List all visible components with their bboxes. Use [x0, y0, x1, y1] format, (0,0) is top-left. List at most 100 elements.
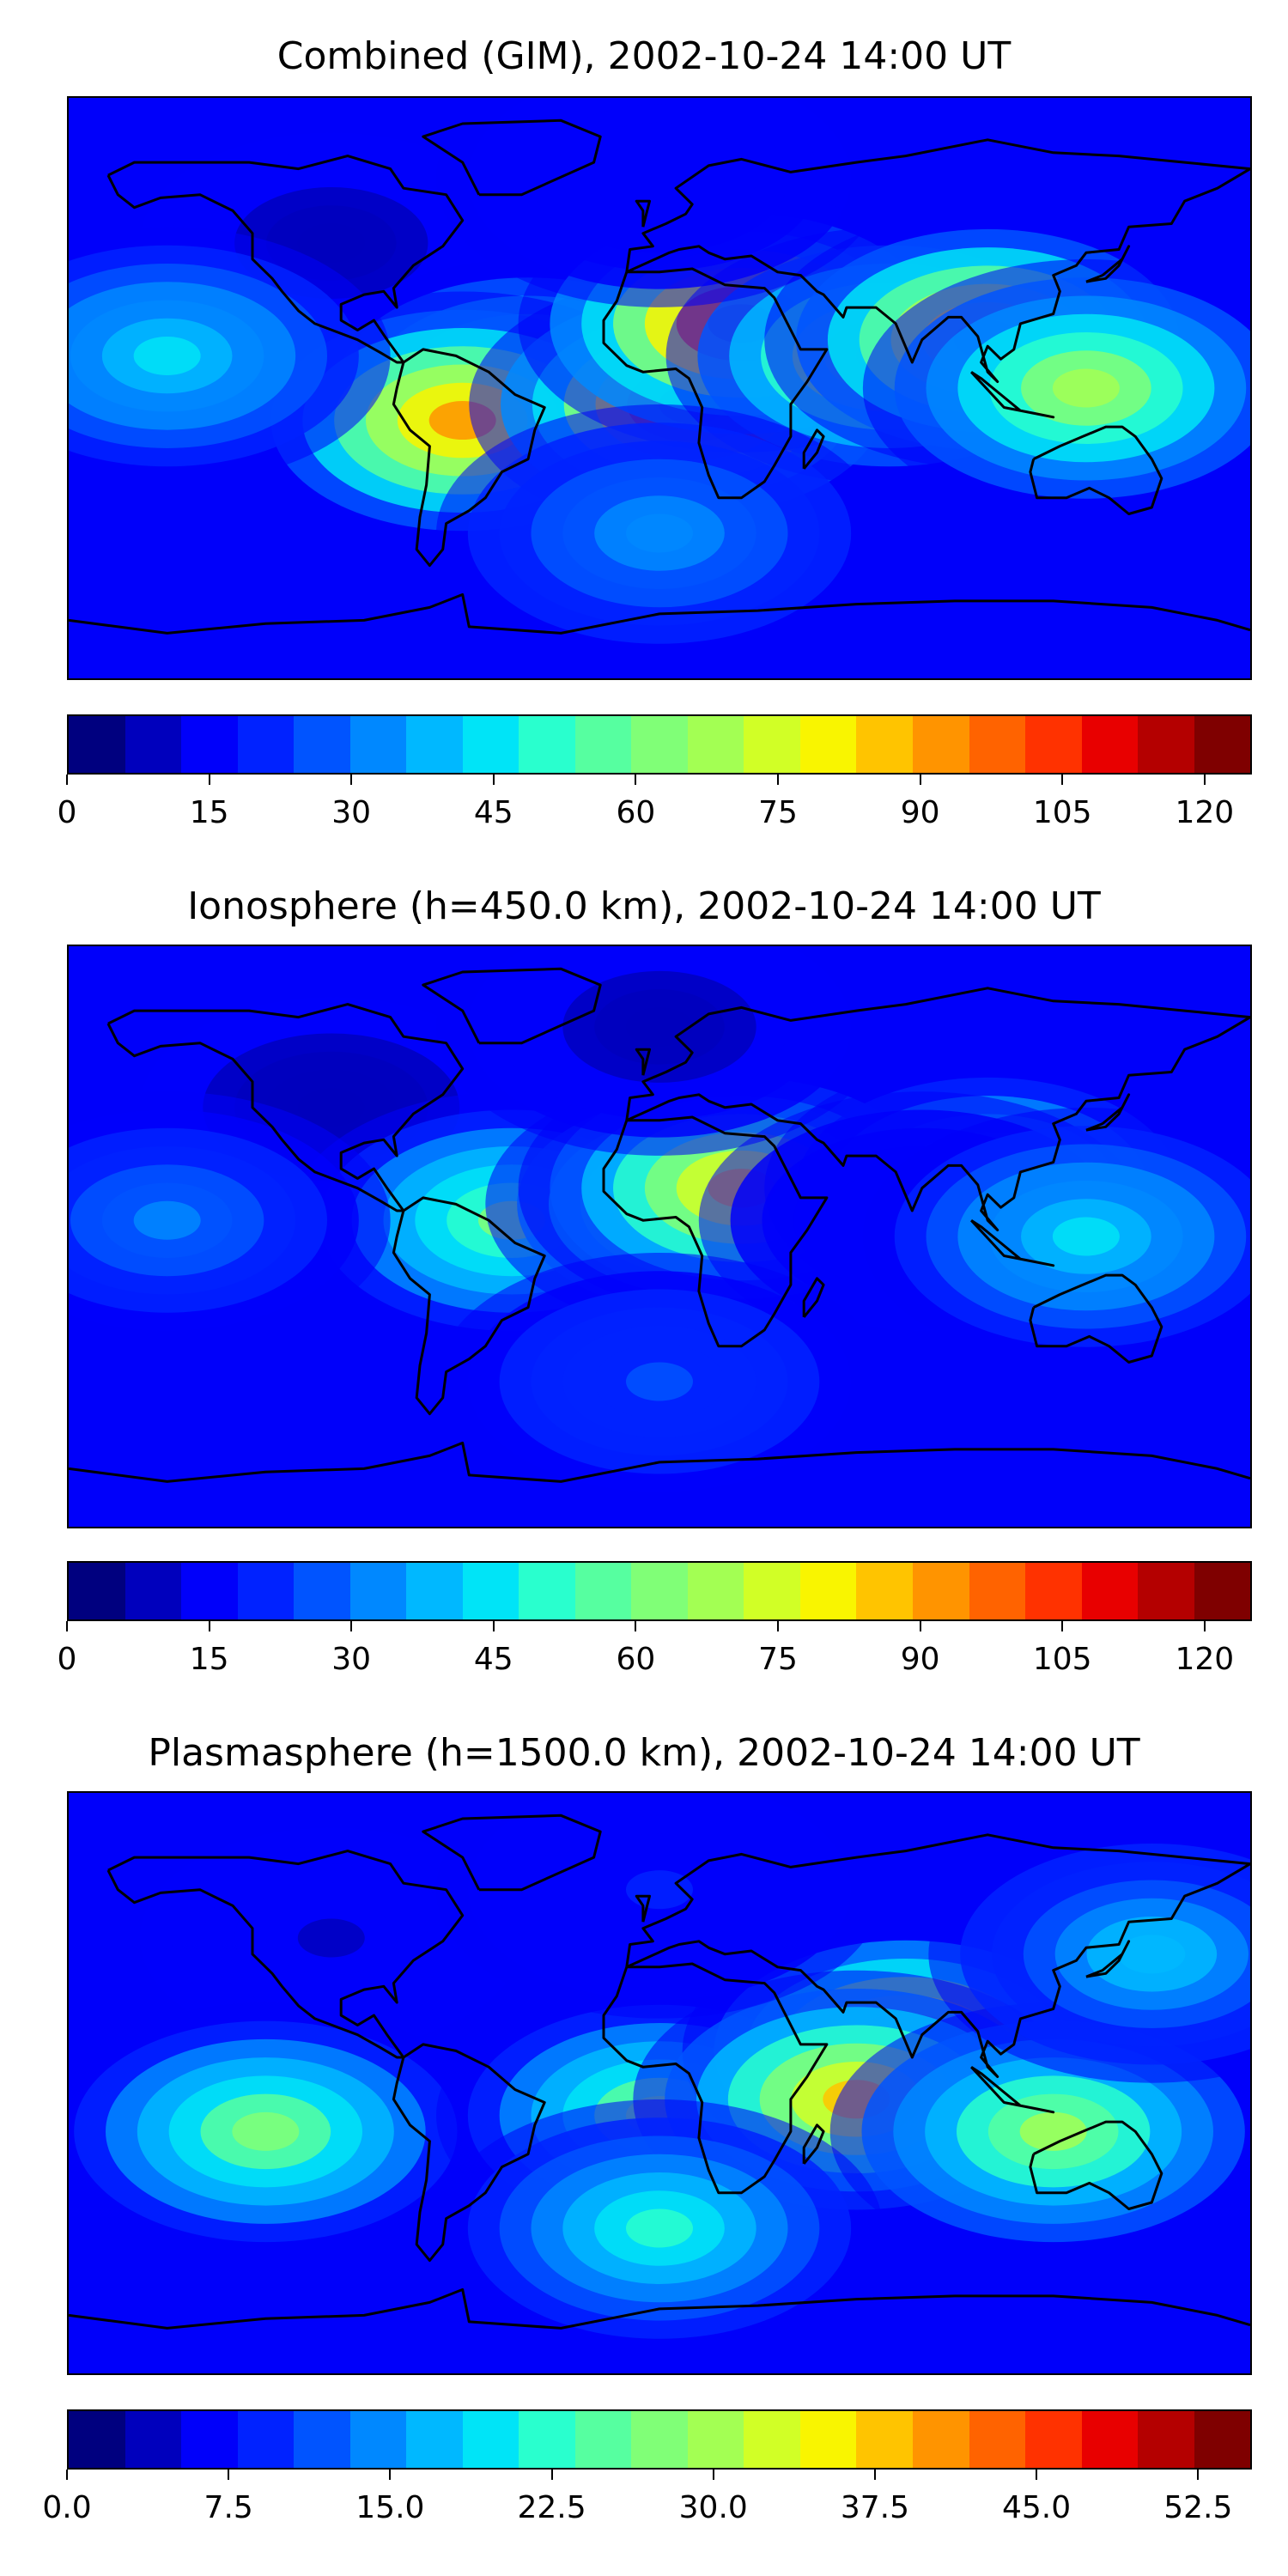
- colorbar-tick-label: 105: [1032, 1642, 1092, 1677]
- tec-anomaly: [436, 946, 883, 1156]
- colorbar-tick: [350, 775, 353, 785]
- colorbar-tick: [228, 2470, 230, 2480]
- colorbar-segment: [1025, 716, 1082, 773]
- tec-contour-band: [232, 2111, 300, 2151]
- coastline: [802, 1277, 825, 1318]
- colorbar-segment: [969, 2411, 1026, 2468]
- colorbar-tick-label: 75: [758, 1642, 798, 1677]
- colorbar-segment: [856, 716, 913, 773]
- tec-anomaly: [69, 2002, 489, 2261]
- colorbar-segment: [1025, 1563, 1082, 1619]
- colorbar-tick: [66, 1621, 68, 1631]
- colorbar-segment: [799, 2411, 857, 2468]
- colorbar-tick-label: 90: [900, 1642, 940, 1677]
- tec-contour-band: [297, 1918, 365, 1958]
- coastline: [635, 199, 651, 228]
- colorbar-tick-label: 0: [57, 1642, 77, 1677]
- panel-title: Combined (GIM), 2002-10-24 14:00 UT: [276, 34, 1012, 78]
- coastline: [1085, 1940, 1131, 1978]
- coastline: [69, 1441, 1250, 1483]
- colorbar-segment: [1025, 2411, 1082, 2468]
- colorbar-segment: [1138, 1563, 1194, 1619]
- colorbar-tick-label: 0: [57, 795, 77, 830]
- colorbar-segment: [574, 716, 632, 773]
- colorbar-segment: [799, 716, 857, 773]
- tec-anomaly: [436, 98, 883, 307]
- coastline: [802, 428, 825, 470]
- colorbar-tick-label: 30: [331, 1642, 372, 1677]
- colorbar-segment: [519, 2411, 575, 2468]
- colorbar-tick: [1197, 2470, 1200, 2480]
- colorbar-segment: [687, 716, 744, 773]
- coastline: [802, 2123, 825, 2165]
- colorbar-segment: [349, 1563, 407, 1619]
- colorbar-segment: [125, 1563, 182, 1619]
- tec-anomaly: [862, 1108, 1250, 1365]
- colorbar-tick-label: 45: [473, 1642, 513, 1677]
- colorbar-segment: [856, 1563, 913, 1619]
- colorbar-segment: [799, 1563, 857, 1619]
- colorbar-tick-label: 15: [189, 795, 229, 830]
- map: [67, 96, 1252, 680]
- colorbar-segment: [294, 1563, 350, 1619]
- colorbar-segment: [69, 1563, 125, 1619]
- colorbar-segment: [181, 2411, 238, 2468]
- colorbar-segment: [349, 2411, 407, 2468]
- tec-contour-band: [1019, 2111, 1087, 2151]
- coastlines: [69, 967, 1250, 1483]
- colorbar-segment: [294, 2411, 350, 2468]
- colorbar-segment: [1138, 716, 1194, 773]
- colorbar: [67, 1561, 1252, 1621]
- colorbar-tick: [919, 775, 921, 785]
- coastline: [625, 1833, 1250, 2078]
- tec-contour-band: [626, 1870, 693, 1910]
- colorbar-segment: [69, 2411, 125, 2468]
- colorbar-tick: [208, 1621, 210, 1631]
- coastline: [969, 370, 1055, 419]
- colorbar-tick: [350, 1621, 353, 1631]
- coastline: [969, 2065, 1055, 2114]
- panel-title: Ionosphere (h=450.0 km), 2002-10-24 14:0…: [187, 884, 1101, 928]
- tec-contour-band: [133, 1200, 201, 1240]
- colorbar-segment: [969, 716, 1026, 773]
- colorbar-segment: [574, 2411, 632, 2468]
- colorbar-tick: [208, 775, 210, 785]
- coastline: [392, 1196, 546, 1416]
- colorbar-segment: [1194, 716, 1250, 773]
- colorbar-tick-label: 30.0: [678, 2490, 748, 2525]
- coastline: [69, 2287, 1250, 2330]
- colorbar-tick: [873, 2470, 876, 2480]
- colorbar-tick: [492, 775, 495, 785]
- colorbar-tick-label: 105: [1032, 795, 1092, 830]
- colorbar-tick-label: 75: [758, 795, 798, 830]
- colorbar-ticks: 0.0 7.5 15.0 22.5 30.0 37.5 45.0 52.5: [42, 2470, 1252, 2525]
- colorbar-segment: [1194, 1563, 1250, 1619]
- tec-anomaly: [928, 1825, 1250, 2083]
- tec-map-canvas: [69, 1793, 1250, 2373]
- colorbar-segment: [462, 2411, 519, 2468]
- coastline: [969, 1218, 1055, 1267]
- colorbar-tick-label: 22.5: [517, 2490, 586, 2525]
- tec-anomaly: [436, 1253, 883, 1510]
- colorbar-segment: [237, 1563, 295, 1619]
- colorbar: [67, 2409, 1252, 2470]
- colorbar-tick: [389, 2470, 392, 2480]
- colorbar-segment: [181, 1563, 238, 1619]
- colorbar-tick-label: 30: [331, 795, 372, 830]
- colorbar-segment: [406, 1563, 463, 1619]
- coastline: [635, 1894, 651, 1923]
- coastline: [422, 1814, 602, 1892]
- coastline: [1029, 425, 1163, 515]
- colorbar-tick-label: 120: [1175, 1642, 1235, 1677]
- colorbar-segment: [349, 716, 407, 773]
- tec-anomaly: [69, 1091, 391, 1350]
- colorbar-segment: [294, 716, 350, 773]
- colorbar-tick-label: 37.5: [840, 2490, 909, 2525]
- colorbar: [67, 714, 1252, 775]
- coastline: [422, 967, 602, 1045]
- colorbar-segment: [125, 716, 182, 773]
- colorbar-tick: [66, 775, 68, 785]
- colorbar-tick-label: 60: [616, 1642, 656, 1677]
- colorbar-tick: [1061, 775, 1064, 785]
- tec-contour-band: [297, 223, 365, 263]
